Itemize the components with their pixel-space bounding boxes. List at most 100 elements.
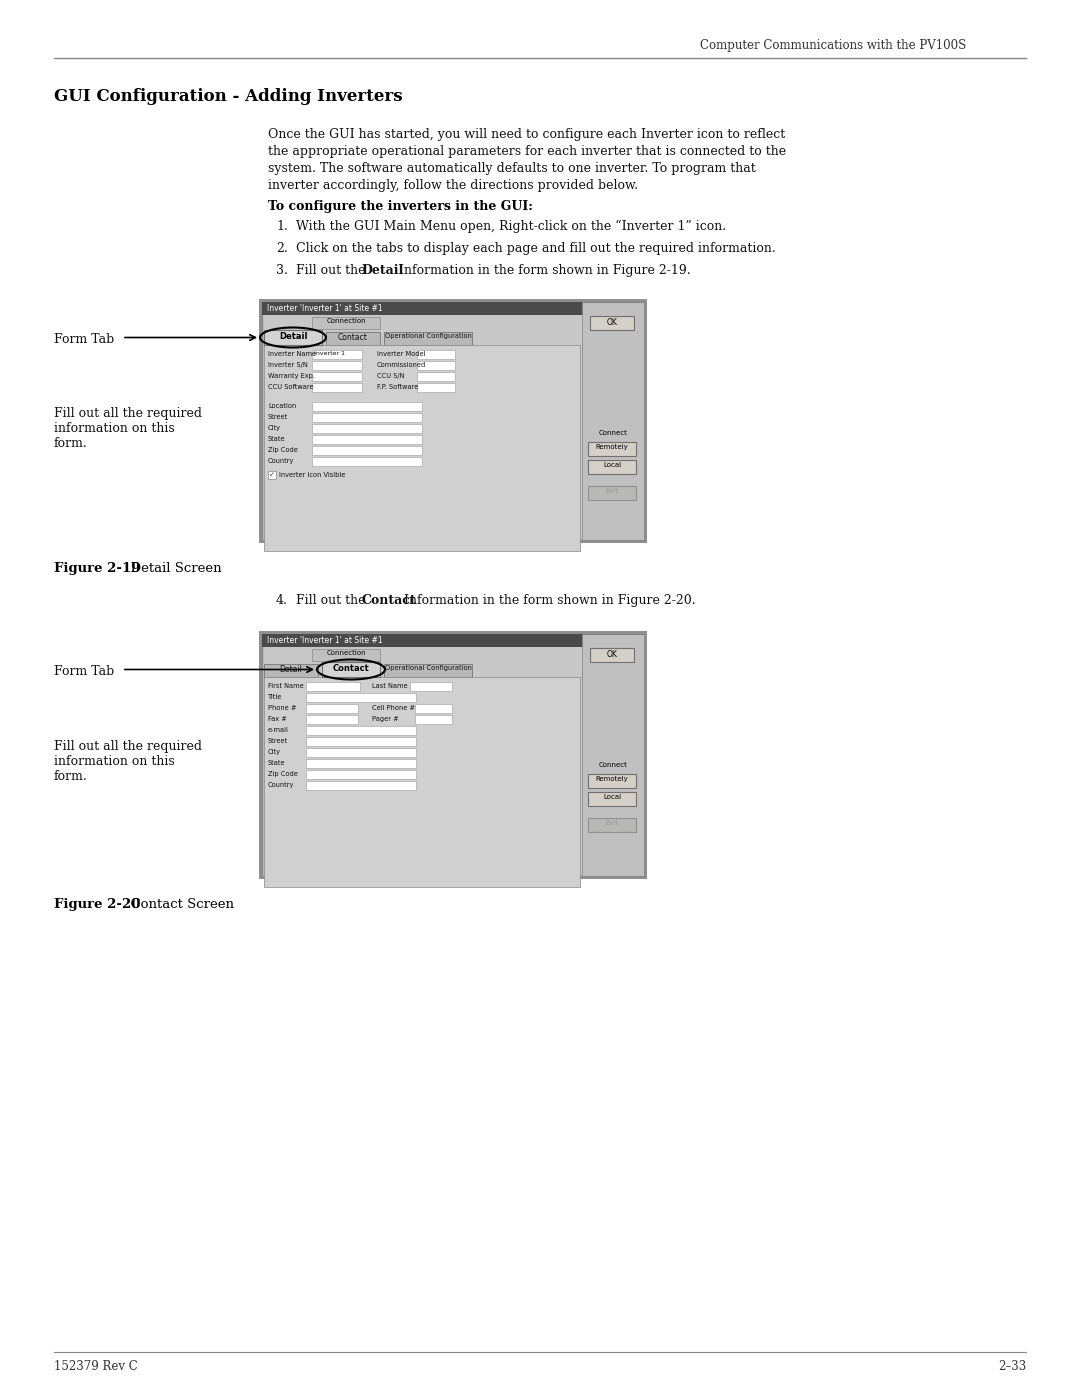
Text: Form Tab: Form Tab bbox=[54, 665, 114, 678]
Text: Fill out the: Fill out the bbox=[296, 264, 369, 277]
Text: Connection: Connection bbox=[326, 650, 366, 657]
Bar bbox=[262, 302, 644, 541]
Text: City: City bbox=[268, 749, 281, 754]
Bar bbox=[268, 471, 276, 479]
Text: Pager #: Pager # bbox=[372, 717, 399, 722]
Bar bbox=[417, 360, 455, 370]
Bar bbox=[306, 759, 416, 768]
Bar bbox=[306, 770, 416, 780]
Text: Phone #: Phone # bbox=[268, 705, 296, 711]
Bar bbox=[588, 792, 636, 806]
Bar bbox=[312, 650, 380, 661]
Bar bbox=[384, 332, 472, 345]
Text: Commissioned: Commissioned bbox=[377, 362, 427, 367]
Bar bbox=[588, 441, 636, 455]
Text: information on this: information on this bbox=[54, 422, 175, 434]
Text: e-mail: e-mail bbox=[268, 726, 288, 733]
Text: Operational Configuration: Operational Configuration bbox=[384, 665, 472, 671]
Text: Fill out all the required: Fill out all the required bbox=[54, 740, 202, 753]
Text: Operational Configuration: Operational Configuration bbox=[384, 332, 472, 339]
Bar bbox=[384, 664, 472, 678]
Bar bbox=[264, 345, 580, 550]
Text: Last Name: Last Name bbox=[372, 683, 407, 689]
Text: the appropriate operational parameters for each inverter that is connected to th: the appropriate operational parameters f… bbox=[268, 145, 786, 158]
Text: With the GUI Main Menu open, Right-click on the “Inverter 1” icon.: With the GUI Main Menu open, Right-click… bbox=[296, 219, 726, 233]
Bar bbox=[326, 332, 380, 345]
Bar bbox=[417, 383, 455, 393]
Bar bbox=[264, 664, 318, 678]
Text: Detail: Detail bbox=[361, 264, 403, 277]
Text: Fill out the: Fill out the bbox=[296, 594, 369, 608]
Text: Information in the form shown in Figure 2-19.: Information in the form shown in Figure … bbox=[394, 264, 690, 277]
Bar bbox=[306, 781, 416, 789]
Bar bbox=[312, 383, 362, 393]
Text: Contact Screen: Contact Screen bbox=[122, 898, 234, 911]
Bar bbox=[312, 446, 422, 455]
Text: Fill out all the required: Fill out all the required bbox=[54, 407, 202, 420]
Text: Computer Communications with the PV100S: Computer Communications with the PV100S bbox=[700, 39, 967, 52]
Bar bbox=[312, 434, 422, 444]
Bar bbox=[590, 316, 634, 330]
Text: CCU S/N: CCU S/N bbox=[377, 373, 405, 379]
Text: OK: OK bbox=[607, 319, 618, 327]
Bar bbox=[306, 715, 357, 724]
Text: form.: form. bbox=[54, 437, 87, 450]
Bar bbox=[417, 372, 455, 381]
Text: Figure 2-20: Figure 2-20 bbox=[54, 898, 140, 911]
Text: OK: OK bbox=[607, 650, 618, 659]
Bar bbox=[259, 299, 647, 543]
Text: Inverter 1: Inverter 1 bbox=[314, 351, 345, 356]
Text: Click on the tabs to display each page and fill out the required information.: Click on the tabs to display each page a… bbox=[296, 242, 775, 256]
Text: City: City bbox=[268, 425, 281, 432]
Bar bbox=[306, 704, 357, 712]
Text: Street: Street bbox=[268, 414, 288, 420]
Text: First Name: First Name bbox=[268, 683, 303, 689]
Bar bbox=[415, 715, 453, 724]
Text: Contact: Contact bbox=[333, 664, 369, 673]
Bar bbox=[312, 457, 422, 467]
Bar bbox=[312, 414, 422, 422]
Bar bbox=[312, 425, 422, 433]
Text: Once the GUI has started, you will need to configure each Inverter icon to refle: Once the GUI has started, you will need … bbox=[268, 129, 785, 141]
Bar bbox=[306, 726, 416, 735]
Bar bbox=[417, 351, 455, 359]
Text: GUI Configuration - Adding Inverters: GUI Configuration - Adding Inverters bbox=[54, 88, 403, 105]
Bar bbox=[262, 634, 644, 647]
Text: Local: Local bbox=[603, 793, 621, 800]
Text: inverter accordingly, follow the directions provided below.: inverter accordingly, follow the directi… bbox=[268, 179, 638, 191]
Bar bbox=[312, 351, 362, 359]
Text: system. The software automatically defaults to one inverter. To program that: system. The software automatically defau… bbox=[268, 162, 756, 175]
Bar bbox=[312, 372, 362, 381]
Bar bbox=[415, 704, 453, 712]
Text: Detail Screen: Detail Screen bbox=[122, 562, 221, 576]
Bar bbox=[306, 682, 360, 692]
Text: State: State bbox=[268, 436, 285, 441]
Text: Detail: Detail bbox=[280, 665, 302, 673]
Bar bbox=[262, 634, 644, 876]
Text: To configure the inverters in the GUI:: To configure the inverters in the GUI: bbox=[268, 200, 532, 212]
Bar bbox=[322, 662, 380, 678]
Text: 152379 Rev C: 152379 Rev C bbox=[54, 1361, 138, 1373]
Bar bbox=[582, 302, 644, 541]
Text: Connect: Connect bbox=[598, 430, 627, 436]
Bar bbox=[588, 486, 636, 500]
Text: Zip Code: Zip Code bbox=[268, 771, 298, 777]
Text: Cell Phone #: Cell Phone # bbox=[372, 705, 415, 711]
Text: ✓: ✓ bbox=[269, 472, 275, 478]
Text: Inverter Name: Inverter Name bbox=[268, 351, 316, 358]
Bar bbox=[588, 819, 636, 833]
Bar bbox=[312, 360, 362, 370]
Text: 2.: 2. bbox=[276, 242, 287, 256]
Text: Inverter Model: Inverter Model bbox=[377, 351, 426, 358]
Bar bbox=[590, 648, 634, 662]
Text: Inverter 'Inverter 1' at Site #1: Inverter 'Inverter 1' at Site #1 bbox=[267, 305, 382, 313]
Text: Connect: Connect bbox=[598, 761, 627, 768]
Bar bbox=[410, 682, 453, 692]
Text: form.: form. bbox=[54, 770, 87, 782]
Bar bbox=[306, 738, 416, 746]
Bar bbox=[582, 634, 644, 876]
Text: Title: Title bbox=[268, 694, 282, 700]
Text: 2–33: 2–33 bbox=[998, 1361, 1026, 1373]
Text: Fax #: Fax # bbox=[268, 717, 287, 722]
Bar bbox=[306, 747, 416, 757]
